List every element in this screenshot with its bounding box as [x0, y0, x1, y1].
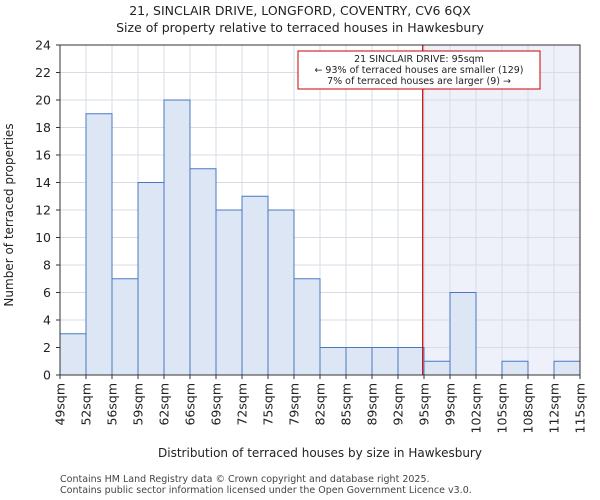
annotation-line-3: 7% of terraced houses are larger (9) →: [327, 76, 511, 87]
annotation-box: [297, 50, 541, 90]
x-tick-label-59sqm: 59sqm: [131, 383, 146, 426]
x-tick-label-102sqm: 102sqm: [469, 383, 484, 433]
x-tick-label-56sqm: 56sqm: [105, 383, 120, 426]
bar-95sqm: [423, 360, 451, 376]
x-tick-label-99sqm: 99sqm: [443, 383, 458, 426]
bar-92sqm: [397, 347, 425, 376]
bar-66sqm: [189, 168, 217, 376]
bar-105sqm: [501, 360, 529, 376]
x-tick-label-66sqm: 66sqm: [183, 383, 198, 426]
annotation-line-1: 21 SINCLAIR DRIVE: 95sqm: [354, 54, 484, 65]
y-tick-label: 24: [35, 38, 51, 53]
x-tick-label-79sqm: 79sqm: [287, 383, 302, 426]
y-tick-label: 16: [35, 148, 51, 163]
x-tick-label-72sqm: 72sqm: [235, 383, 250, 426]
x-tick-label-115sqm: 115sqm: [573, 383, 588, 433]
x-tick-label-95sqm: 95sqm: [417, 383, 432, 426]
bar-82sqm: [319, 347, 347, 376]
bar-59sqm: [137, 182, 165, 376]
x-tick-label-108sqm: 108sqm: [521, 383, 536, 433]
x-tick-label-62sqm: 62sqm: [157, 383, 172, 426]
x-tick-label-89sqm: 89sqm: [365, 383, 380, 426]
y-tick-label: 4: [43, 313, 51, 328]
bar-89sqm: [371, 347, 399, 376]
x-tick-label-49sqm: 49sqm: [53, 383, 68, 426]
y-tick-label: 8: [43, 258, 51, 273]
x-tick-label-52sqm: 52sqm: [79, 383, 94, 426]
footer-copyright: Contains HM Land Registry data © Crown c…: [60, 474, 430, 485]
bar-62sqm: [163, 99, 191, 376]
bar-112sqm: [553, 360, 581, 376]
y-tick-label: 14: [35, 175, 51, 190]
chart-title: Size of property relative to terraced ho…: [116, 20, 484, 35]
y-tick-label: 0: [43, 368, 51, 383]
bar-56sqm: [111, 278, 139, 376]
y-tick-label: 10: [35, 230, 51, 245]
x-tick-label-85sqm: 85sqm: [339, 383, 354, 426]
y-axis-label: Number of terraced properties: [2, 123, 16, 306]
y-tick-label: 12: [35, 203, 51, 218]
x-tick-label-105sqm: 105sqm: [495, 383, 510, 433]
x-tick-label-82sqm: 82sqm: [313, 383, 328, 426]
bar-79sqm: [293, 278, 321, 376]
bar-75sqm: [267, 209, 295, 376]
y-tick-label: 22: [35, 65, 51, 80]
bar-99sqm: [449, 292, 477, 376]
y-tick-label: 2: [43, 340, 51, 355]
y-tick-label: 20: [35, 93, 51, 108]
x-tick-label-69sqm: 69sqm: [209, 383, 224, 426]
bar-72sqm: [241, 195, 269, 376]
y-tick-label: 18: [35, 120, 51, 135]
x-tick-label-112sqm: 112sqm: [547, 383, 562, 433]
bar-69sqm: [215, 209, 243, 376]
bar-85sqm: [345, 347, 373, 376]
chart-title-address: 21, SINCLAIR DRIVE, LONGFORD, COVENTRY, …: [129, 3, 471, 18]
bar-49sqm: [59, 333, 87, 376]
x-tick-label-92sqm: 92sqm: [391, 383, 406, 426]
y-tick-label: 6: [43, 285, 51, 300]
x-axis-label: Distribution of terraced houses by size …: [158, 446, 482, 460]
footer-licence: Contains public sector information licen…: [60, 485, 472, 496]
bar-52sqm: [85, 113, 113, 376]
annotation-line-2: ← 93% of terraced houses are smaller (12…: [314, 65, 523, 76]
x-tick-label-75sqm: 75sqm: [261, 383, 276, 426]
